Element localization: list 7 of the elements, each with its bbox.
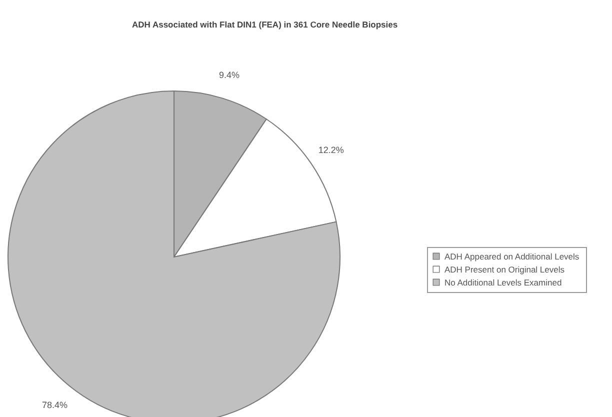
legend-label: ADH Present on Original Levels [444,264,565,274]
chart-title: ADH Associated with Flat DIN1 (FEA) in 361 Core Needle Biopsies [132,20,398,30]
data-label: 12.2% [318,145,344,156]
data-label: 78.4% [42,400,68,410]
legend-label: ADH Appeared on Additional Levels [444,251,580,262]
legend-label: No Additional Levels Examined [444,277,562,288]
data-label: 9.4% [219,70,240,80]
